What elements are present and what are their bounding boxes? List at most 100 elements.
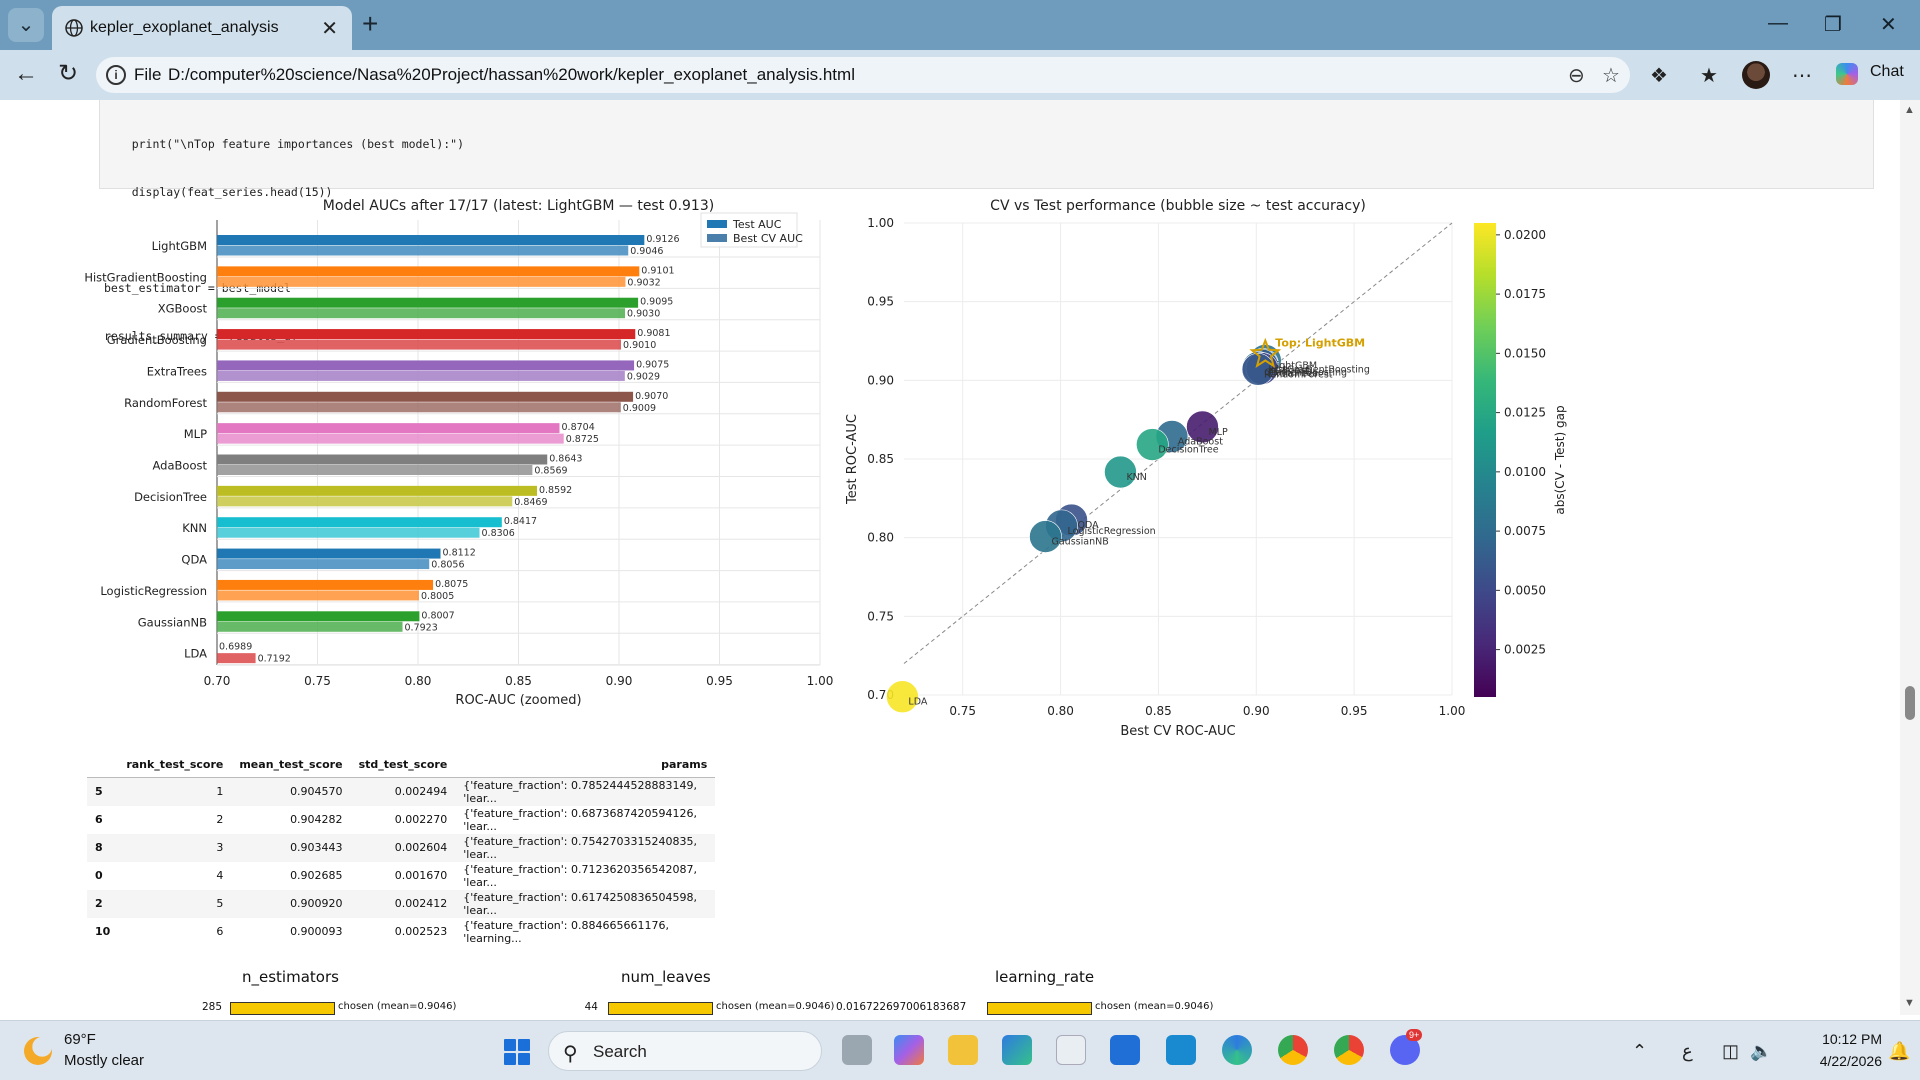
close-tab-icon[interactable]: ✕ <box>321 18 338 40</box>
table-cell: 0.002523 <box>394 925 448 938</box>
data-label-test: 0.9075 <box>636 359 669 370</box>
taskbar-search[interactable]: ⚲ Search <box>548 1031 822 1071</box>
scroll-thumb[interactable] <box>1905 686 1915 720</box>
hyperparam-title: n_estimators <box>242 968 339 986</box>
clock-time[interactable]: 10:12 PM <box>1822 1031 1882 1047</box>
tab-title: kepler_exoplanet_analysis <box>90 19 279 36</box>
y-tick-label: 0.85 <box>867 452 894 466</box>
column-header: std_test_score <box>350 752 456 778</box>
bar-test-auc <box>217 611 420 622</box>
row-index-cell: 0 <box>95 869 103 882</box>
data-label-cv: 0.9009 <box>623 403 656 414</box>
data-label-test: 0.8112 <box>443 548 476 559</box>
chat-button[interactable]: Chat <box>1870 63 1904 80</box>
column-header: mean_test_score <box>231 752 351 778</box>
new-tab-button[interactable]: + <box>362 8 379 39</box>
table-cell: 6 <box>216 925 224 938</box>
data-label-test: 0.9126 <box>646 234 679 245</box>
bar-test-auc <box>217 423 560 434</box>
favorite-star-icon[interactable]: ☆ <box>1602 65 1620 87</box>
edge-dev-icon[interactable] <box>1222 1035 1252 1065</box>
table-cell: {'feature_fraction': 0.6873687420594126,… <box>463 806 697 833</box>
tab-actions-menu-button[interactable]: ⌄ <box>8 8 44 42</box>
table-cell: 5 <box>118 889 232 918</box>
chrome-profile-icon[interactable] <box>1334 1035 1364 1065</box>
table-cell: 2 <box>216 813 224 826</box>
top-model-annotation: Top: LightGBM <box>1275 337 1365 350</box>
data-label-test: 0.8417 <box>504 516 537 527</box>
address-bar[interactable]: i File D:/computer%20science/Nasa%20Proj… <box>96 57 1630 93</box>
m365-icon[interactable] <box>894 1035 924 1065</box>
bar-test-auc <box>217 517 502 528</box>
task-view-icon[interactable] <box>842 1035 872 1065</box>
table-cell: 0.900920 <box>231 889 351 918</box>
x-axis-label: ROC-AUC (zoomed) <box>455 693 581 708</box>
y-tick-label: LDA <box>184 647 207 661</box>
data-label-test: 0.9101 <box>641 265 674 276</box>
y-tick-label: ExtraTrees <box>147 364 207 378</box>
weather-moon-icon[interactable] <box>24 1037 52 1065</box>
legend-label: Test AUC <box>732 218 782 231</box>
network-icon[interactable]: ◫ <box>1722 1041 1740 1061</box>
bar-cv-auc <box>217 621 403 632</box>
volume-icon[interactable]: 🔈 <box>1750 1041 1773 1061</box>
url-text[interactable]: D:/computer%20science/Nasa%20Project/has… <box>168 65 855 84</box>
code-line: display(feat_series.head(15)) <box>104 185 333 199</box>
refresh-icon[interactable]: ↻ <box>58 60 79 87</box>
y-tick-label: RandomForest <box>124 396 207 410</box>
site-info-icon[interactable]: i <box>106 65 126 85</box>
weather-temperature[interactable]: 69°F <box>64 1031 96 1048</box>
table-row: 6 2 0.904282 0.002270 {'feature_fraction': 0… <box>87 806 715 834</box>
browser-tab-active[interactable]: kepler_exoplanet_analysis ✕ <box>52 6 352 50</box>
y-tick-label: GaussianNB <box>138 615 207 629</box>
notification-bell-icon[interactable]: 🔔 <box>1888 1041 1911 1061</box>
bar-test-auc <box>217 454 548 465</box>
minimize-icon[interactable]: — <box>1768 12 1788 34</box>
clock-date[interactable]: 4/22/2026 <box>1819 1053 1882 1069</box>
zoom-out-icon[interactable]: ⊖ <box>1568 65 1585 87</box>
scroll-down-icon[interactable]: ▼ <box>1904 997 1915 1009</box>
navigation-bar: ← ↻ i File D:/computer%20science/Nasa%20… <box>0 50 1920 100</box>
x-tick-label: 0.90 <box>606 674 633 688</box>
colorbar-label: abs(CV - Test) gap <box>1553 405 1567 514</box>
store-icon[interactable] <box>1056 1035 1086 1065</box>
close-window-icon[interactable]: ✕ <box>1880 14 1897 36</box>
cv-vs-test-scatter-chart: CV vs Test performance (bubble size ~ te… <box>845 198 1567 739</box>
copilot-icon[interactable] <box>1836 63 1858 85</box>
hyperparam-row: 285 chosen (mean=0.9046) <box>180 1001 480 1015</box>
extensions-icon[interactable]: ❖ <box>1650 65 1668 87</box>
page-scrollbar[interactable]: ▲ ▼ <box>1900 100 1920 1015</box>
bar-cv-auc <box>217 590 420 601</box>
back-icon[interactable]: ← <box>14 60 38 87</box>
edge-icon[interactable] <box>1002 1035 1032 1065</box>
table-row: 8 3 0.903443 0.002604 {'feature_fraction': 0… <box>87 833 716 862</box>
language-indicator[interactable]: ع <box>1682 1041 1693 1061</box>
x-tick-label: 0.90 <box>1243 704 1270 718</box>
table-cell: 0.002604 <box>350 833 456 862</box>
profile-avatar[interactable] <box>1742 61 1770 89</box>
y-tick-label: XGBoost <box>158 302 208 316</box>
start-button[interactable] <box>504 1039 530 1065</box>
data-label-test: 0.9095 <box>640 297 673 308</box>
hyperparam-value: 0.016722697006183687 <box>836 1001 967 1013</box>
hyperparam-value: 285 <box>201 1001 222 1013</box>
tray-chevron-icon[interactable]: ⌃ <box>1632 1041 1648 1061</box>
favorites-icon[interactable]: ★ <box>1700 65 1718 87</box>
table-cell: 1 <box>118 777 232 806</box>
app-icon[interactable] <box>1166 1035 1196 1065</box>
scroll-up-icon[interactable]: ▲ <box>1904 104 1915 116</box>
bar-test-auc <box>217 548 441 559</box>
mail-icon[interactable] <box>1110 1035 1140 1065</box>
legend-swatch <box>707 234 727 242</box>
file-explorer-icon[interactable] <box>948 1035 978 1065</box>
bar-cv-auc <box>217 653 256 664</box>
bar-cv-auc <box>217 496 513 507</box>
table-cell: 0.904570 <box>231 777 351 806</box>
table-cell: 0.904282 <box>290 813 343 826</box>
restore-icon[interactable]: ❐ <box>1824 14 1842 36</box>
bar-test-auc <box>217 329 636 340</box>
more-menu-icon[interactable]: ⋯ <box>1792 65 1812 87</box>
weather-condition[interactable]: Mostly clear <box>64 1052 145 1069</box>
chrome-icon[interactable] <box>1278 1035 1308 1065</box>
